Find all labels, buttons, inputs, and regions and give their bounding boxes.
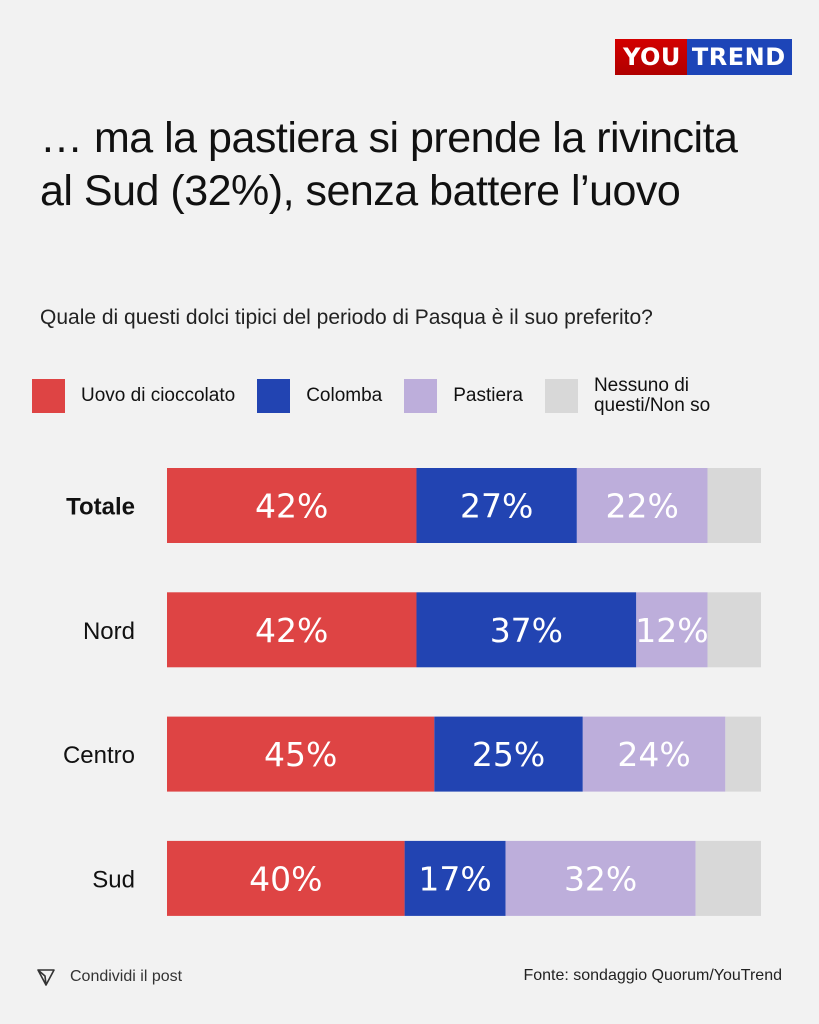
- bar-segment-centro-1: [434, 716, 583, 792]
- data-label-sud-0: 40%: [249, 859, 322, 898]
- logo-part-trend: TREND: [686, 39, 792, 75]
- bar-segment-nord-1: [416, 592, 637, 668]
- data-label-totale-2: 22%: [606, 487, 679, 526]
- bar-segment-totale-0: [167, 468, 417, 543]
- data-label-centro-2: 24%: [617, 735, 690, 774]
- bar-segment-sud-0: [167, 840, 405, 916]
- data-label-nord-1: 37%: [490, 611, 563, 650]
- send-icon: [37, 969, 55, 986]
- data-label-sud-1: 17%: [418, 859, 491, 898]
- legend: Uovo di cioccolato Colomba Pastiera Ness…: [32, 376, 766, 416]
- logo-part-you: YOU: [615, 39, 687, 75]
- data-label-sud-2: 32%: [564, 859, 637, 898]
- legend-swatch-uovo: [32, 379, 65, 413]
- bar-segment-totale-2: [576, 468, 708, 543]
- chart-subtitle: Quale di questi dolci tipici del periodo…: [40, 306, 653, 329]
- bar-segment-sud-1: [404, 840, 506, 916]
- legend-swatch-nessuno: [544, 379, 578, 413]
- legend-label-pastiera: Pastiera: [453, 385, 523, 406]
- share-post-link[interactable]: Condividi il post: [36, 967, 182, 987]
- share-post-label: Condividi il post: [70, 968, 183, 985]
- bar-segment-totale-3: [707, 468, 761, 543]
- chart-title: … ma la pastiera si prende la rivincita …: [40, 114, 738, 215]
- data-label-totale-0: 42%: [255, 487, 328, 526]
- data-label-nord-0: 42%: [255, 611, 328, 650]
- category-label-totale: Totale: [66, 494, 135, 521]
- legend-item-uovo: Uovo di cioccolato: [32, 379, 235, 413]
- legend-item-nessuno: Nessuno di questi/Non so: [544, 375, 744, 416]
- bar-segment-centro-2: [582, 716, 726, 792]
- legend-swatch-pastiera: [404, 379, 438, 413]
- category-label-nord: Nord: [83, 618, 135, 645]
- source-note: Fonte: sondaggio Quorum/YouTrend: [523, 967, 782, 984]
- legend-item-pastiera: Pastiera: [404, 379, 523, 413]
- bar-segment-sud-2: [505, 840, 696, 916]
- bar-segment-centro-3: [725, 716, 761, 792]
- bar-segment-nord-3: [707, 592, 761, 668]
- data-label-centro-0: 45%: [264, 735, 337, 774]
- bar-segment-centro-0: [167, 716, 435, 792]
- legend-label-uovo: Uovo di cioccolato: [81, 385, 236, 406]
- data-label-totale-1: 27%: [460, 487, 533, 526]
- legend-label-colomba: Colomba: [306, 385, 383, 406]
- category-label-centro: Centro: [63, 742, 135, 769]
- bar-segment-nord-2: [636, 592, 708, 668]
- category-label-sud: Sud: [92, 866, 135, 893]
- legend-item-colomba: Colomba: [257, 379, 382, 413]
- bar-segment-totale-1: [416, 468, 577, 543]
- legend-label-nessuno: Nessuno di questi/Non so: [593, 375, 711, 416]
- bar-segment-nord-0: [167, 592, 417, 668]
- legend-swatch-colomba: [257, 379, 291, 413]
- data-label-nord-2: 12%: [635, 611, 708, 650]
- youtrend-logo: YOU TREND: [615, 39, 792, 75]
- bar-segment-sud-3: [695, 840, 761, 916]
- data-label-centro-1: 25%: [472, 735, 545, 774]
